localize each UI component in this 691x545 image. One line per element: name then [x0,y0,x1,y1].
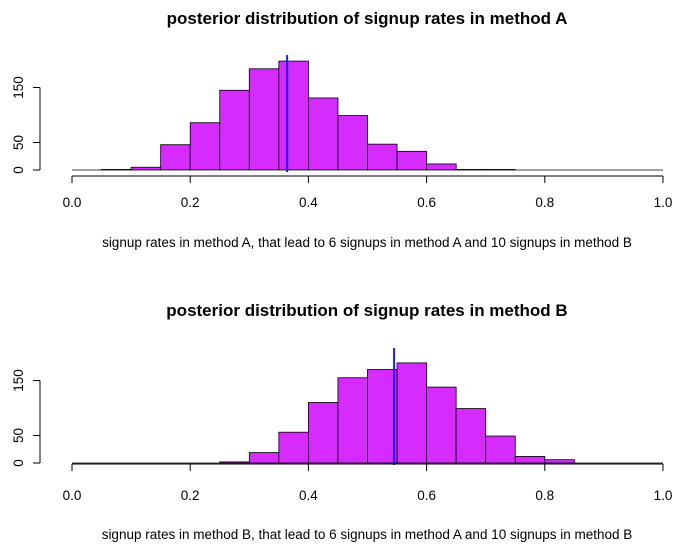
chart-a-bar [101,169,132,171]
chart-a-x-tick-label: 0.6 [417,195,436,210]
chart-b-y-tick-label: 150 [11,369,26,392]
chart-b-bars [72,362,663,464]
chart-b-y-tick-label: 0 [11,459,26,467]
chart-b-bar [514,455,546,464]
chart-b-bar [367,369,398,464]
chart-a-bar [189,122,221,171]
histogram-panel-a: posterior distribution of signup rates i… [11,9,672,250]
chart-a-y-axis: 0 50 150 [11,76,41,174]
chart-b-x-tick-label: 1.0 [654,488,673,503]
chart-b-bar [248,452,280,464]
chart-a-bar [307,97,339,171]
chart-b-bar [455,408,487,464]
chart-a-bar [278,60,309,171]
chart-a-y-tick-label: 50 [11,135,26,150]
chart-a-bars [72,60,663,171]
chart-a-bar [337,115,368,171]
chart-a-bar [485,169,516,171]
chart-a-x-tick-label: 0.0 [63,195,82,210]
chart-a-x-tick-label: 0.2 [181,195,200,210]
chart-b-y-axis: 0 50 150 [11,369,41,467]
chart-b-bar [396,362,427,464]
chart-b-bar [307,402,339,464]
chart-b-x-axis-label: signup rates in method B, that lead to 6… [102,527,633,542]
chart-b-x-axis: 0.0 0.2 0.4 0.6 0.8 1.0 [63,463,673,503]
chart-a-bar [426,163,457,171]
chart-b-x-tick-label: 0.0 [63,488,82,503]
chart-a-y-tick-label: 0 [11,166,26,174]
chart-a-x-tick-label: 0.8 [535,195,554,210]
chart-b-bar [485,435,516,464]
chart-b-bar [544,459,575,464]
histogram-panel-b: posterior distribution of signup rates i… [11,301,672,542]
chart-b-title: posterior distribution of signup rates i… [166,301,567,320]
chart-a-bar [367,143,398,171]
chart-b-x-tick-label: 0.2 [181,488,200,503]
chart-a-bar [219,89,250,171]
chart-b-bar [219,461,250,464]
chart-a-x-tick-label: 0.4 [299,195,318,210]
chart-a-x-axis: 0.0 0.2 0.4 0.6 0.8 1.0 [63,175,673,210]
chart-a-bar [396,150,427,171]
chart-a-x-tick-label: 1.0 [654,195,673,210]
chart-a-bar [160,144,191,171]
chart-b-x-tick-label: 0.4 [299,488,318,503]
chart-b-x-tick-label: 0.8 [535,488,554,503]
chart-a-bar [455,169,487,171]
chart-a-y-tick-label: 150 [11,76,26,99]
chart-b-bar [337,377,368,464]
chart-b-bar [278,431,309,464]
chart-b-bar [426,386,457,464]
chart-a-bar [248,68,280,171]
chart-a-x-axis-label: signup rates in method A, that lead to 6… [102,235,632,250]
chart-b-y-tick-label: 50 [11,428,26,443]
chart-b-x-tick-label: 0.6 [417,488,436,503]
chart-a-bar [130,166,162,171]
chart-a-title: posterior distribution of signup rates i… [167,9,568,28]
